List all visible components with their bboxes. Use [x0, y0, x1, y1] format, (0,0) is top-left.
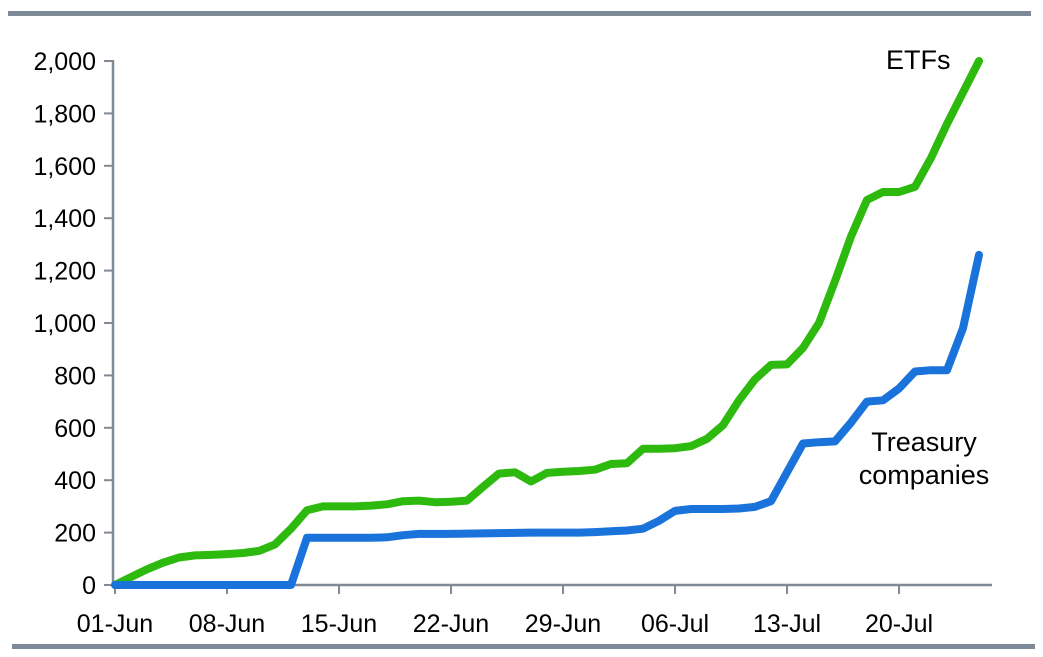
y-tick-label: 800 [54, 362, 96, 390]
series-line-treasury-companies [111, 250, 983, 589]
y-tick-label: 200 [54, 520, 96, 548]
x-tick-label: 20-Jul [865, 610, 933, 638]
y-tick-label: 1,800 [33, 100, 96, 128]
y-tick-label: 1,600 [33, 153, 96, 181]
y-tick-label: 1,400 [33, 205, 96, 233]
etfs-series-label: ETFs [886, 45, 951, 75]
y-tick-label: 600 [54, 415, 96, 443]
top-border-rule [8, 11, 1031, 16]
x-tick-label: 06-Jul [641, 610, 709, 638]
series-line-etfs [111, 57, 983, 589]
x-tick-label: 01-Jun [77, 610, 153, 638]
tick-labels-group: 0 200 400 600 800 1,000 1,200 1,400 1,600 1,800 2,… [33, 48, 933, 638]
x-tick-label: 29-Jun [525, 610, 601, 638]
x-tick-label: 15-Jun [301, 610, 377, 638]
x-tick-label: 08-Jun [189, 610, 265, 638]
y-tick-label: 400 [54, 467, 96, 495]
x-tick-label: 13-Jul [753, 610, 821, 638]
bottom-border-rule [12, 644, 1035, 649]
axes-group [104, 60, 992, 594]
y-tick-label: 1,000 [33, 310, 96, 338]
series-group [111, 57, 983, 589]
treasury-companies-series-label: Treasury companies [858, 427, 990, 490]
y-tick-label: 2,000 [33, 48, 96, 76]
y-tick-label: 1,200 [33, 258, 96, 286]
x-tick-label: 22-Jun [413, 610, 489, 638]
y-tick-label: 0 [82, 572, 96, 600]
